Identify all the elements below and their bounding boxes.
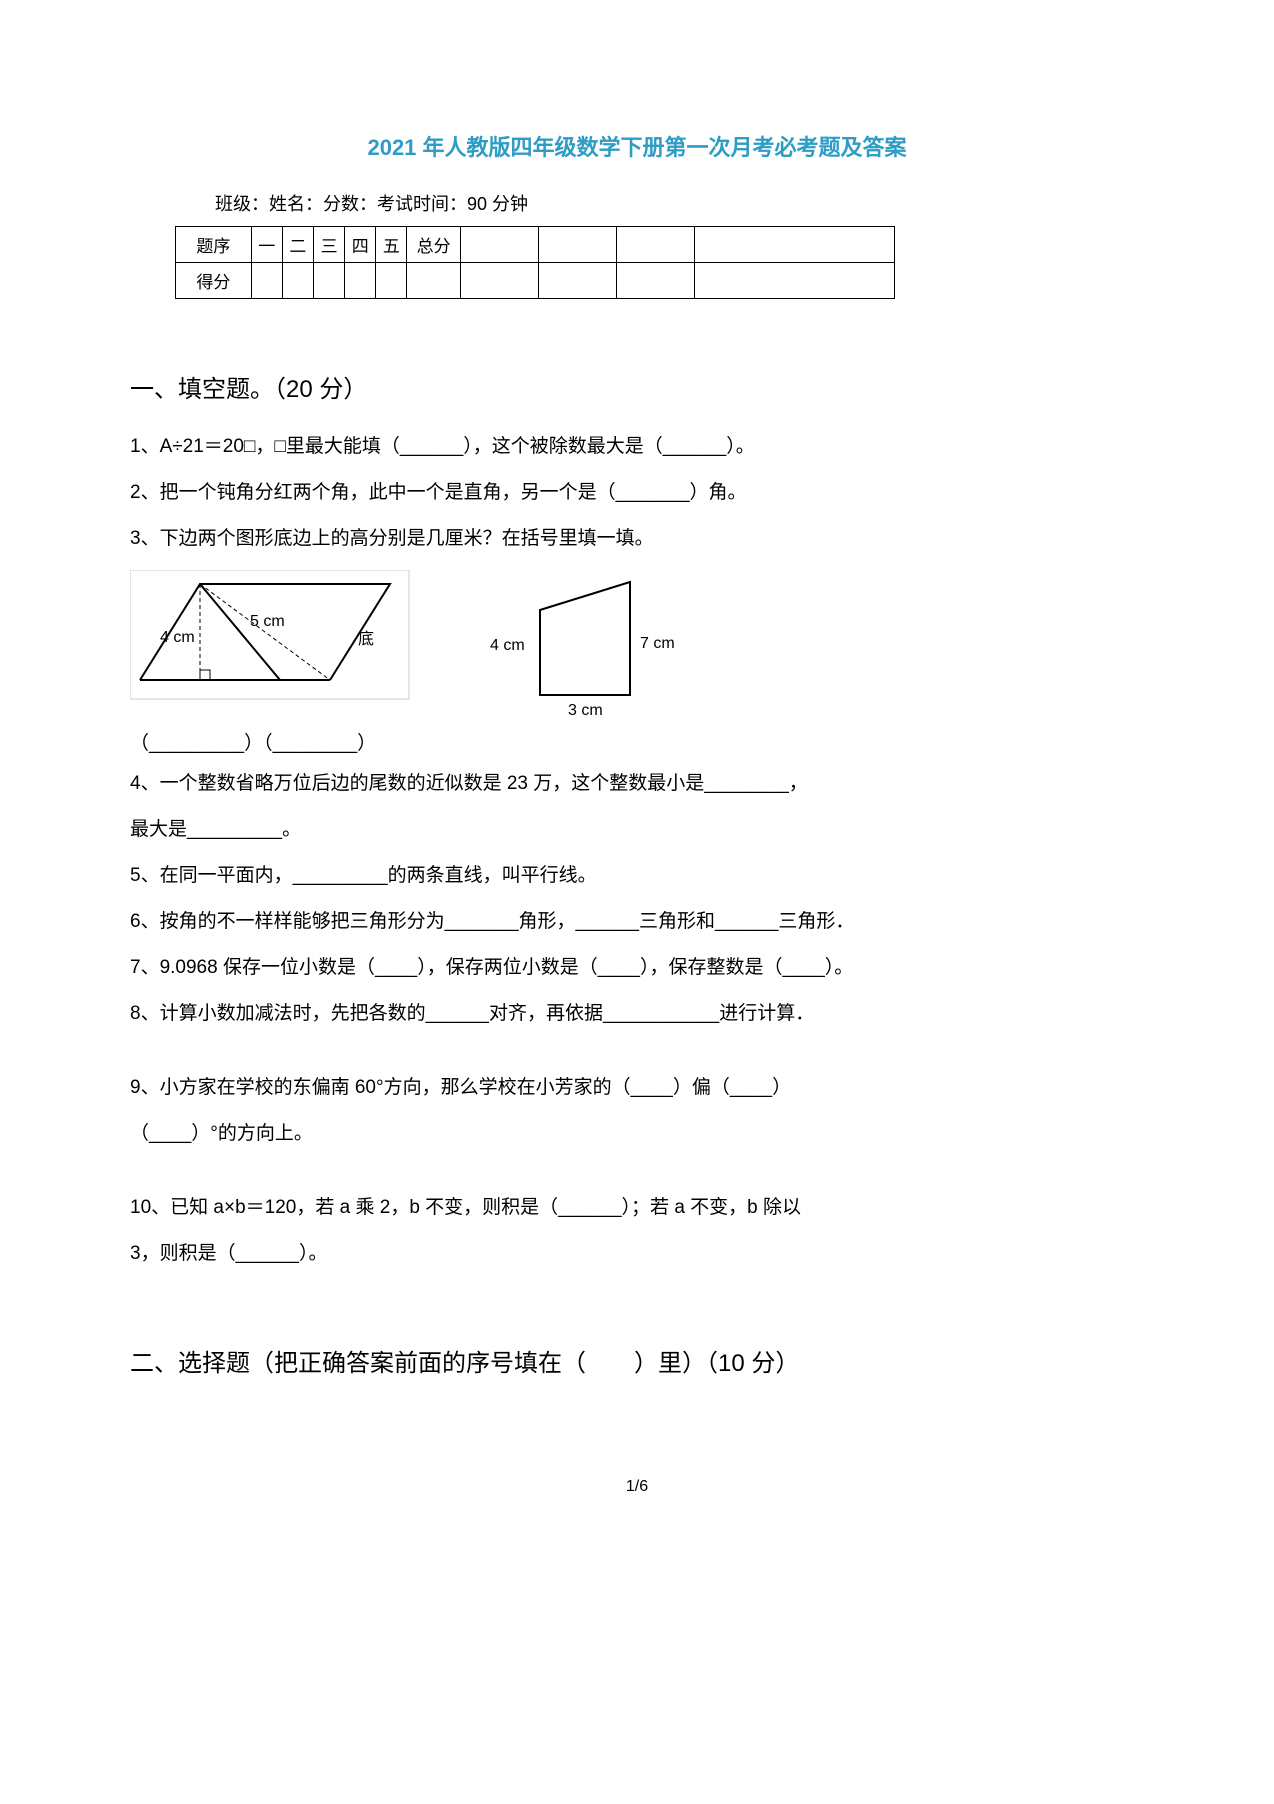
question-7: 7、9.0968 保存一位小数是（____），保存两位小数是（____），保存整…	[130, 949, 1144, 987]
page-footer: 1/6	[130, 1478, 1144, 1496]
table-cell: 五	[376, 227, 407, 263]
label-3cm: 3 cm	[568, 702, 603, 719]
table-cell: 得分	[176, 263, 252, 299]
table-cell: 三	[313, 227, 344, 263]
table-cell	[251, 263, 282, 299]
table-cell: 总分	[407, 227, 460, 263]
table-cell	[313, 263, 344, 299]
question-10b: 3，则积是（______）。	[130, 1235, 1144, 1273]
question-10: 10、已知 a×b＝120，若 a 乘 2，b 不变，则积是（______）；若…	[130, 1189, 1144, 1227]
table-cell	[460, 263, 538, 299]
table-cell: 题序	[176, 227, 252, 263]
table-cell	[538, 263, 616, 299]
label-7cm: 7 cm	[640, 635, 675, 652]
table-cell	[460, 227, 538, 263]
page-title: 2021 年人教版四年级数学下册第一次月考必考题及答案	[130, 130, 1144, 162]
q3-blanks: （_________）（________）	[130, 728, 1144, 755]
table-row: 题序 一 二 三 四 五 总分	[176, 227, 895, 263]
table-cell	[616, 263, 694, 299]
question-2: 2、把一个钝角分红两个角，此中一个是直角，另一个是（_______）角。	[130, 474, 1144, 512]
label-4cm-trap: 4 cm	[490, 637, 525, 654]
label-5cm: 5 cm	[250, 613, 285, 630]
question-1: 1、A÷21＝20□，□里最大能填（______），这个被除数最大是（_____…	[130, 428, 1144, 466]
table-cell	[407, 263, 460, 299]
table-row: 得分	[176, 263, 895, 299]
table-cell	[282, 263, 313, 299]
diagram-row: 5 cm 4 cm 底 4 cm 7 cm 3 cm	[130, 570, 1144, 720]
table-cell	[694, 263, 894, 299]
triangle-diagram: 5 cm 4 cm 底	[130, 570, 410, 700]
question-6: 6、按角的不一样样能够把三角形分为_______角形，______三角形和___…	[130, 903, 1144, 941]
section-1-heading: 一、填空题。（20 分）	[130, 369, 1144, 404]
score-table: 题序 一 二 三 四 五 总分 得分	[175, 226, 895, 299]
table-cell	[345, 263, 376, 299]
question-8: 8、计算小数加减法时，先把各数的______对齐，再依据___________进…	[130, 995, 1144, 1033]
table-cell	[694, 227, 894, 263]
question-4: 4、一个整数省略万位后边的尾数的近似数是 23 万，这个整数最小是_______…	[130, 765, 1144, 803]
question-9b: （____）°的方向上。	[130, 1115, 1144, 1153]
question-5: 5、在同一平面内，_________的两条直线，叫平行线。	[130, 857, 1144, 895]
table-cell	[376, 263, 407, 299]
section-2-heading: 二、选择题（把正确答案前面的序号填在（ ）里）（10 分）	[130, 1343, 1144, 1378]
question-4b: 最大是_________。	[130, 811, 1144, 849]
table-cell	[616, 227, 694, 263]
table-cell: 四	[345, 227, 376, 263]
table-cell: 二	[282, 227, 313, 263]
table-cell: 一	[251, 227, 282, 263]
trapezoid-diagram: 4 cm 7 cm 3 cm	[480, 570, 700, 720]
label-4cm: 4 cm	[160, 629, 195, 646]
label-di: 底	[358, 630, 374, 648]
question-9: 9、小方家在学校的东偏南 60°方向，那么学校在小芳家的（____）偏（____…	[130, 1069, 1144, 1107]
question-3: 3、下边两个图形底边上的高分别是几厘米？在括号里填一填。	[130, 520, 1144, 558]
table-cell	[538, 227, 616, 263]
exam-meta: 班级：姓名：分数：考试时间：90 分钟	[215, 190, 1144, 216]
